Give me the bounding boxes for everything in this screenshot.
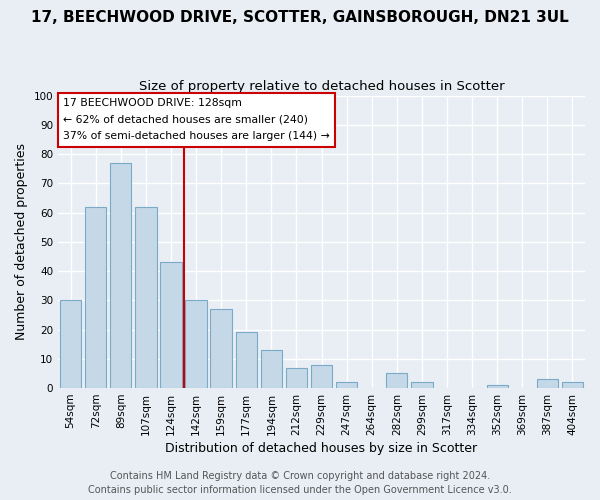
Text: 17, BEECHWOOD DRIVE, SCOTTER, GAINSBOROUGH, DN21 3UL: 17, BEECHWOOD DRIVE, SCOTTER, GAINSBOROU…	[31, 10, 569, 25]
Bar	[135, 206, 157, 388]
Text: Contains HM Land Registry data © Crown copyright and database right 2024.
Contai: Contains HM Land Registry data © Crown c…	[88, 471, 512, 495]
Bar	[110, 163, 131, 388]
Bar	[211, 309, 232, 388]
Bar	[85, 206, 106, 388]
Bar	[311, 364, 332, 388]
Bar	[411, 382, 433, 388]
Text: 17 BEECHWOOD DRIVE: 128sqm
← 62% of detached houses are smaller (240)
37% of sem: 17 BEECHWOOD DRIVE: 128sqm ← 62% of deta…	[64, 98, 330, 142]
Bar	[487, 385, 508, 388]
Y-axis label: Number of detached properties: Number of detached properties	[15, 144, 28, 340]
Bar	[160, 262, 182, 388]
Bar	[236, 332, 257, 388]
Bar	[536, 380, 558, 388]
Title: Size of property relative to detached houses in Scotter: Size of property relative to detached ho…	[139, 80, 505, 93]
Bar	[260, 350, 282, 388]
Bar	[60, 300, 81, 388]
Bar	[185, 300, 207, 388]
X-axis label: Distribution of detached houses by size in Scotter: Distribution of detached houses by size …	[166, 442, 478, 455]
Bar	[336, 382, 357, 388]
Bar	[562, 382, 583, 388]
Bar	[286, 368, 307, 388]
Bar	[386, 374, 407, 388]
